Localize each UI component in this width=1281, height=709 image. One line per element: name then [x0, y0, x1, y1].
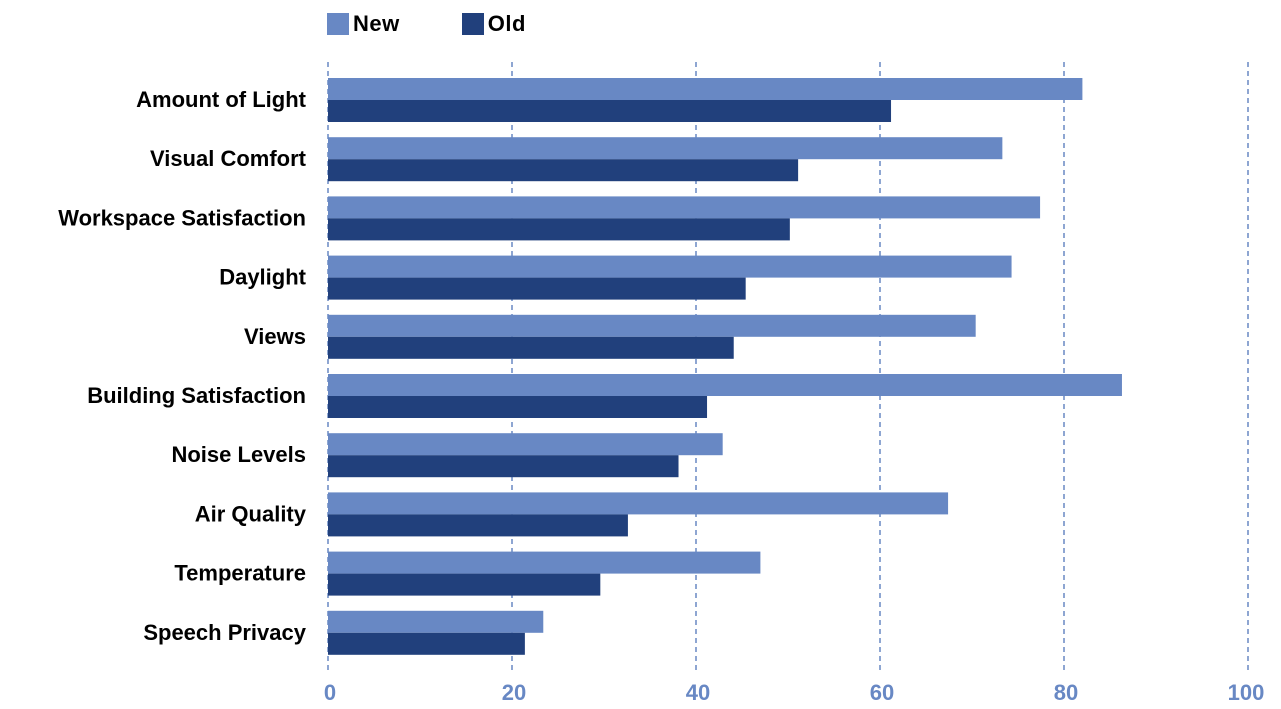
bar-new-2	[328, 196, 1041, 219]
legend-label-new: New	[353, 11, 400, 36]
bar-old-3	[328, 277, 746, 300]
bar-new-3	[328, 255, 1012, 278]
bar-new-6	[328, 433, 723, 456]
legend-label-old: Old	[487, 11, 526, 36]
x-tick-label-60: 60	[870, 680, 894, 704]
bar-old-2	[328, 218, 790, 241]
category-label-8: Temperature	[174, 561, 306, 586]
bar-new-8	[328, 551, 761, 574]
x-tick-label-100: 100	[1228, 680, 1265, 704]
x-tick-label-80: 80	[1054, 680, 1078, 704]
bar-new-5	[328, 374, 1122, 396]
category-label-2: Workspace Satisfaction	[58, 205, 306, 230]
category-label-6: Noise Levels	[171, 442, 306, 467]
bar-old-8	[328, 573, 601, 596]
x-tick-label-0: 0	[324, 680, 336, 704]
legend: New Old	[327, 11, 588, 37]
bar-new-7	[328, 492, 949, 515]
x-tick-label-20: 20	[502, 680, 526, 704]
category-label-4: Views	[244, 324, 306, 349]
category-label-1: Visual Comfort	[150, 146, 307, 171]
bar-new-0	[328, 78, 1083, 100]
bar-old-1	[328, 159, 799, 182]
x-tick-label-40: 40	[686, 680, 710, 704]
legend-swatch-new	[327, 13, 349, 35]
bar-old-9	[328, 632, 525, 655]
bar-old-4	[328, 336, 734, 359]
category-label-5: Building Satisfaction	[87, 383, 306, 408]
category-label-0: Amount of Light	[136, 87, 307, 112]
category-label-7: Air Quality	[195, 501, 307, 526]
legend-swatch-old	[461, 13, 484, 35]
bar-old-0	[328, 100, 892, 122]
bar-old-5	[328, 396, 708, 418]
legend-item-old: Old	[461, 11, 526, 37]
legend-item-new: New	[327, 11, 400, 37]
bar-new-1	[328, 137, 1003, 160]
category-label-3: Daylight	[219, 265, 306, 290]
bar-old-6	[328, 455, 679, 478]
category-label-9: Speech Privacy	[143, 620, 306, 645]
bar-new-9	[328, 610, 544, 633]
bar-new-4	[328, 314, 976, 337]
bar-old-7	[328, 514, 628, 537]
